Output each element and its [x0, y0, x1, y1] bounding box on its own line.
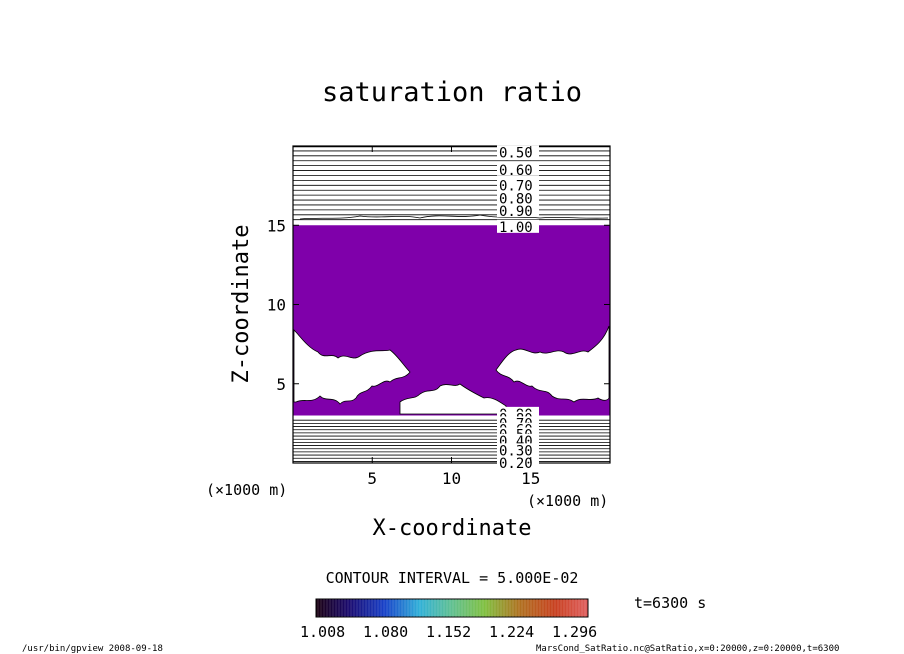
cloud-top-contour — [299, 214, 609, 220]
contour-label: 0.30 — [499, 443, 533, 459]
contour-interval-text: CONTOUR INTERVAL = 5.000E-02 — [326, 569, 579, 587]
contour-label: 0.80 — [499, 191, 533, 207]
x-scale-note: (×1000 m) — [206, 481, 287, 499]
contour-label: 0.70 — [499, 179, 533, 195]
unsaturated-patches — [293, 325, 610, 415]
footer-left: /usr/bin/gpview 2008-09-18 — [22, 644, 163, 654]
colorbar-tick-label: 1.008 — [300, 623, 345, 641]
contour-label-bg — [497, 203, 539, 217]
contour-label: 0.60 — [499, 163, 533, 179]
unsaturated-patch-center — [399, 383, 507, 415]
y-tick-label: 10 — [267, 296, 286, 315]
contour-label: 0.90 — [499, 204, 533, 220]
x-tick-label: 5 — [367, 469, 377, 488]
contour-label-bg — [497, 162, 539, 176]
lower-contour-labels: 0.900.800.700.600.500.400.300.20 — [497, 406, 539, 472]
contour-label-bg — [497, 191, 539, 205]
colorbar-stripes — [317, 599, 586, 617]
footer-right: MarsCond_SatRatio.nc@SatRatio,x=0:20000,… — [536, 644, 839, 654]
contour-label-bg — [497, 145, 539, 159]
y-axis-label: Z-coordinate — [229, 225, 254, 384]
upper-contour-labels: 0.50 0.600.700.800.901.00 — [497, 145, 539, 236]
x-axis-ticks: 5 10 15 — [367, 146, 540, 488]
y-tick-label: 5 — [276, 375, 286, 394]
contour-label-bg — [497, 178, 539, 192]
contour-label-bg — [497, 456, 539, 469]
time-label: t=6300 s — [634, 594, 706, 612]
colorbar-tick-label: 1.152 — [426, 623, 471, 641]
contour-label: 1.00 — [499, 220, 533, 236]
contour-label: 0.20 — [499, 456, 533, 472]
unsaturated-patch-left — [293, 329, 411, 405]
lower-contour-lines — [293, 419, 610, 462]
colorbar — [315, 598, 589, 618]
y-tick-label: 15 — [267, 216, 286, 235]
x-tick-label: 15 — [521, 469, 540, 488]
y-axis-ticks: 5 10 15 — [267, 216, 610, 394]
contour-label: 0.50 — [499, 145, 533, 161]
y-scale-note: (×1000 m) — [527, 492, 608, 510]
colorbar-tick-labels: 1.008 1.080 1.152 1.224 1.296 — [300, 623, 597, 641]
colorbar-tick-label: 1.296 — [552, 623, 597, 641]
chart-title: saturation ratio — [322, 77, 582, 108]
x-axis-label: X-coordinate — [373, 516, 532, 541]
unsaturated-patch-right — [495, 325, 610, 403]
colorbar-tick-label: 1.080 — [363, 623, 408, 641]
contour-label-bg — [497, 219, 539, 233]
colorbar-tick-label: 1.224 — [489, 623, 534, 641]
contour-label-bg — [497, 443, 539, 457]
x-tick-label: 10 — [442, 469, 461, 488]
